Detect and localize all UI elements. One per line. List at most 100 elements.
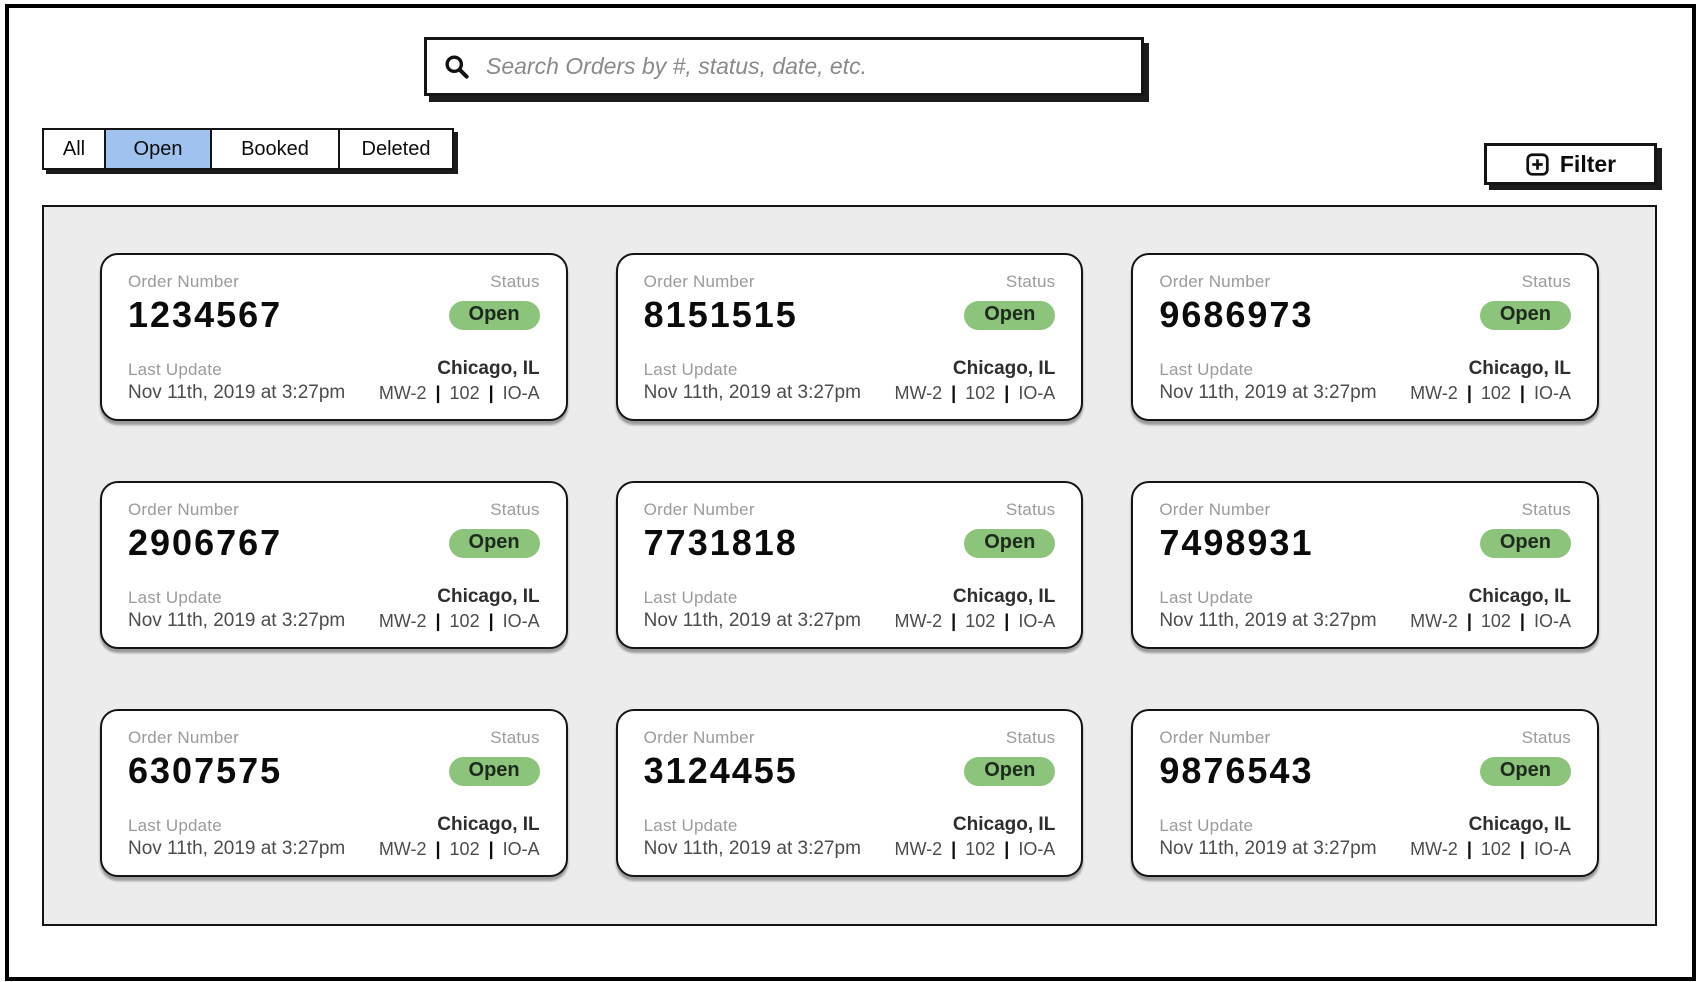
route-segment: 102 bbox=[965, 839, 996, 859]
order-number-value: 7731818 bbox=[643, 522, 798, 563]
route-segment: IO-A bbox=[1533, 611, 1571, 631]
route-separator: | bbox=[1519, 839, 1525, 859]
filter-button[interactable]: Filter bbox=[1484, 143, 1657, 185]
order-location: Chicago, IL bbox=[1468, 586, 1571, 607]
order-number-label: Order Number bbox=[1159, 272, 1271, 291]
status-badge: Open bbox=[964, 756, 1056, 786]
order-location: Chicago, IL bbox=[1468, 358, 1571, 379]
route-separator: | bbox=[435, 611, 441, 631]
order-route: MW-2 | 102 | IO-A bbox=[895, 611, 1056, 632]
last-update-label: Last Update bbox=[643, 816, 738, 835]
status-label: Status bbox=[1521, 272, 1571, 291]
order-card[interactable]: Order Number Status 9876543 Open Last Up… bbox=[1131, 709, 1599, 877]
route-separator: | bbox=[951, 839, 957, 859]
order-card[interactable]: Order Number Status 2906767 Open Last Up… bbox=[100, 481, 568, 649]
status-badge: Open bbox=[964, 528, 1056, 558]
order-number-label: Order Number bbox=[643, 728, 755, 747]
order-card[interactable]: Order Number Status 9686973 Open Last Up… bbox=[1131, 253, 1599, 421]
last-update-label: Last Update bbox=[643, 360, 738, 379]
order-location: Chicago, IL bbox=[952, 358, 1056, 379]
order-location: Chicago, IL bbox=[1468, 814, 1571, 835]
route-segment: 102 bbox=[449, 383, 480, 403]
order-card[interactable]: Order Number Status 6307575 Open Last Up… bbox=[100, 709, 568, 877]
route-segment: IO-A bbox=[1018, 383, 1056, 403]
status-tab-bar: All Open Booked Deleted bbox=[42, 128, 454, 170]
route-segment: 102 bbox=[965, 611, 996, 631]
order-location: Chicago, IL bbox=[952, 814, 1056, 835]
order-number-label: Order Number bbox=[643, 500, 755, 519]
route-segment: 102 bbox=[449, 611, 480, 631]
order-number-value: 8151515 bbox=[643, 294, 798, 335]
route-segment: 102 bbox=[1480, 611, 1511, 631]
route-separator: | bbox=[951, 383, 957, 403]
last-update-label: Last Update bbox=[128, 360, 222, 379]
search-bar bbox=[424, 37, 1144, 96]
route-segment: MW-2 bbox=[1410, 839, 1458, 859]
tab-booked[interactable]: Booked bbox=[212, 130, 340, 168]
tab-deleted[interactable]: Deleted bbox=[340, 130, 452, 168]
order-route: MW-2 | 102 | IO-A bbox=[1410, 611, 1571, 632]
order-number-label: Order Number bbox=[128, 728, 240, 747]
route-segment: MW-2 bbox=[1410, 383, 1458, 403]
route-separator: | bbox=[435, 383, 441, 403]
status-badge: Open bbox=[1479, 300, 1571, 330]
route-separator: | bbox=[951, 611, 957, 631]
last-update-label: Last Update bbox=[1159, 816, 1254, 835]
order-card[interactable]: Order Number Status 3124455 Open Last Up… bbox=[615, 709, 1084, 877]
tab-label: Deleted bbox=[361, 137, 431, 160]
route-segment: MW-2 bbox=[1410, 611, 1458, 631]
order-number-label: Order Number bbox=[643, 272, 755, 291]
last-update-label: Last Update bbox=[1159, 360, 1254, 379]
orders-grid: Order Number Status 1234567 Open Last Up… bbox=[44, 207, 1655, 923]
route-segment: 102 bbox=[965, 383, 996, 403]
order-number-label: Order Number bbox=[128, 500, 240, 519]
order-card[interactable]: Order Number Status 7498931 Open Last Up… bbox=[1131, 481, 1599, 649]
order-number-value: 2906767 bbox=[128, 522, 283, 563]
order-route: MW-2 | 102 | IO-A bbox=[379, 611, 540, 632]
route-segment: IO-A bbox=[502, 611, 540, 631]
status-label: Status bbox=[1005, 272, 1056, 291]
tab-label: Booked bbox=[241, 137, 309, 160]
order-route: MW-2 | 102 | IO-A bbox=[379, 383, 540, 404]
route-segment: MW-2 bbox=[378, 611, 427, 631]
tab-open[interactable]: Open bbox=[106, 130, 212, 168]
search-input[interactable] bbox=[486, 53, 1125, 80]
last-update-value: Nov 11th, 2019 at 3:27pm bbox=[128, 610, 346, 631]
route-separator: | bbox=[1466, 383, 1472, 403]
tab-all[interactable]: All bbox=[44, 130, 106, 168]
route-separator: | bbox=[1519, 383, 1525, 403]
route-segment: IO-A bbox=[1533, 839, 1571, 859]
last-update-value: Nov 11th, 2019 at 3:27pm bbox=[1159, 610, 1377, 631]
route-segment: 102 bbox=[1480, 839, 1511, 859]
route-segment: IO-A bbox=[1018, 839, 1056, 859]
tab-label: All bbox=[62, 137, 86, 160]
order-card[interactable]: Order Number Status 1234567 Open Last Up… bbox=[100, 253, 568, 421]
filter-button-label: Filter bbox=[1559, 150, 1617, 177]
status-label: Status bbox=[490, 272, 540, 291]
status-label: Status bbox=[1005, 500, 1056, 519]
route-segment: 102 bbox=[1480, 383, 1511, 403]
status-badge: Open bbox=[448, 756, 540, 786]
last-update-label: Last Update bbox=[643, 588, 738, 607]
order-location: Chicago, IL bbox=[437, 814, 540, 835]
status-label: Status bbox=[490, 728, 540, 747]
squared-plus-icon bbox=[1526, 152, 1549, 176]
order-route: MW-2 | 102 | IO-A bbox=[1410, 383, 1571, 404]
last-update-label: Last Update bbox=[128, 816, 222, 835]
status-badge: Open bbox=[964, 300, 1056, 330]
route-separator: | bbox=[1466, 839, 1472, 859]
last-update-value: Nov 11th, 2019 at 3:27pm bbox=[128, 838, 346, 859]
order-number-value: 3124455 bbox=[643, 750, 798, 791]
status-label: Status bbox=[1521, 500, 1571, 519]
last-update-value: Nov 11th, 2019 at 3:27pm bbox=[1159, 382, 1377, 403]
order-number-value: 7498931 bbox=[1159, 522, 1314, 563]
status-badge: Open bbox=[448, 300, 540, 330]
order-number-value: 1234567 bbox=[128, 294, 283, 335]
route-segment: IO-A bbox=[1018, 611, 1056, 631]
order-number-label: Order Number bbox=[1159, 728, 1271, 747]
order-card[interactable]: Order Number Status 8151515 Open Last Up… bbox=[615, 253, 1084, 421]
order-route: MW-2 | 102 | IO-A bbox=[895, 839, 1056, 860]
order-card[interactable]: Order Number Status 7731818 Open Last Up… bbox=[615, 481, 1084, 649]
route-separator: | bbox=[1004, 611, 1010, 631]
status-badge: Open bbox=[448, 528, 540, 558]
